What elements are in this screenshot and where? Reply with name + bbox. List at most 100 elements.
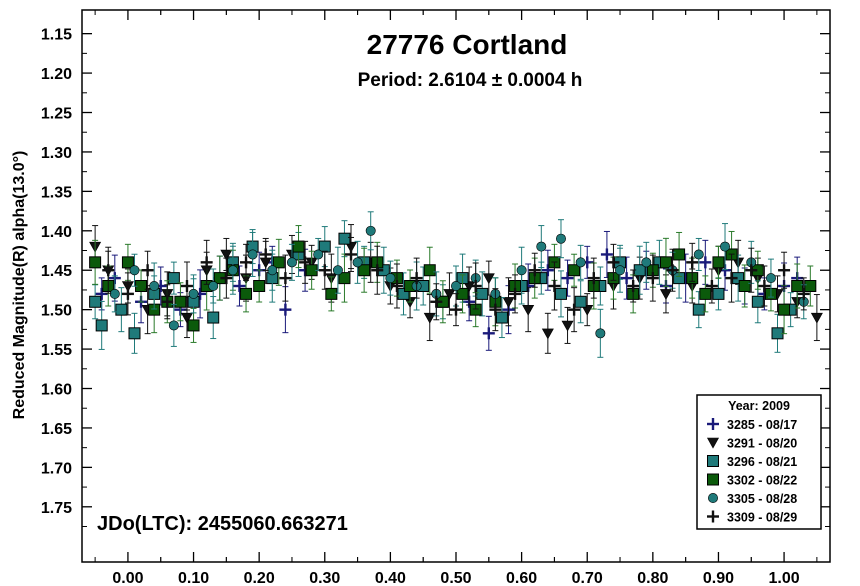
data-point — [495, 297, 508, 339]
legend-label: 3305 - 08/28 — [727, 492, 797, 506]
data-point — [765, 258, 776, 298]
data-point — [430, 283, 443, 321]
data-point — [129, 253, 140, 287]
data-point — [253, 269, 266, 303]
y-tick-label: 1.20 — [41, 66, 72, 83]
data-point — [575, 244, 586, 280]
y-tick-label: 1.65 — [41, 421, 72, 438]
data-point — [568, 287, 581, 333]
data-point — [168, 303, 179, 347]
data-point — [587, 257, 600, 299]
data-point — [528, 252, 541, 288]
data-point — [482, 315, 495, 351]
y-tick-label: 1.50 — [41, 303, 72, 320]
data-point — [745, 247, 758, 293]
data-point — [541, 249, 554, 291]
y-tick-label: 1.70 — [41, 460, 72, 477]
data-point — [692, 291, 705, 329]
y-tick-label: 1.15 — [41, 27, 72, 44]
data-point — [673, 231, 686, 277]
data-point — [489, 288, 502, 332]
data-point — [200, 239, 213, 285]
y-tick-label: 1.35 — [41, 184, 72, 201]
data-point — [115, 287, 128, 333]
data-point — [666, 248, 679, 292]
x-tick-label: 0.40 — [375, 570, 406, 586]
x-tick-label: 0.90 — [703, 570, 734, 586]
data-point — [174, 282, 187, 322]
data-point — [810, 294, 823, 342]
data-point — [568, 253, 581, 287]
data-point — [247, 231, 258, 277]
data-point — [615, 247, 626, 293]
data-point — [778, 285, 791, 335]
data-point — [476, 271, 489, 317]
data-point — [641, 241, 652, 283]
data-point — [607, 243, 620, 281]
legend-label: 3291 - 08/20 — [727, 437, 797, 451]
legend-label: 3302 - 08/22 — [727, 474, 797, 488]
data-point — [778, 251, 791, 289]
data-point — [600, 230, 613, 278]
y-tick-label: 1.55 — [41, 342, 72, 359]
data-point — [167, 261, 180, 295]
data-point — [509, 274, 522, 314]
data-point — [154, 266, 167, 306]
data-point — [595, 308, 606, 358]
data-point — [89, 239, 102, 285]
data-point — [659, 237, 672, 287]
data-point — [371, 245, 384, 295]
legend-title: Year: 2009 — [728, 399, 790, 413]
data-point — [352, 240, 363, 284]
data-point — [536, 225, 547, 269]
legend-item: 3296 - 08/21 — [707, 455, 797, 469]
data-point — [627, 269, 640, 303]
legend: Year: 2009 3285 - 08/17 3291 - 08/20 3296 … — [696, 394, 822, 530]
data-point — [267, 249, 278, 291]
data-point — [208, 268, 219, 304]
data-point — [279, 254, 292, 302]
data-point — [240, 243, 253, 281]
data-point — [469, 262, 482, 310]
data-point — [561, 306, 574, 344]
y-tick-label: 1.40 — [41, 224, 72, 241]
data-point — [561, 259, 574, 297]
data-point — [305, 250, 318, 290]
y-axis-label: Reduced Magnitude(R) alpha(13.0°) — [11, 151, 28, 420]
data-point — [443, 272, 456, 316]
legend-item: 3305 - 08/28 — [708, 492, 797, 506]
axis-ticks — [82, 10, 830, 562]
plot-frame — [81, 9, 831, 563]
data-point — [693, 237, 704, 271]
legend-label: 3309 - 08/29 — [727, 511, 797, 525]
data-point — [299, 240, 312, 284]
legend-item: 3302 - 08/22 — [707, 473, 797, 488]
data-point — [686, 242, 699, 282]
y-tick-label: 1.30 — [41, 145, 72, 162]
data-point — [161, 284, 174, 320]
data-point — [705, 268, 718, 304]
data-point — [188, 274, 199, 314]
data-point — [180, 261, 193, 311]
x-tick-labels: 0.00 0.10 0.20 0.30 0.40 0.50 0.60 0.70 0.80 0.90… — [112, 570, 799, 586]
data-point — [738, 264, 751, 308]
data-point — [220, 257, 233, 299]
data-point — [121, 272, 134, 316]
data-point — [272, 238, 285, 286]
data-point — [410, 257, 423, 299]
data-point — [102, 246, 115, 294]
data-point — [620, 256, 633, 300]
data-point — [385, 260, 396, 296]
legend-item: 3291 - 08/20 — [706, 437, 797, 451]
data-point — [325, 276, 338, 312]
x-tick-label: 0.60 — [506, 570, 537, 586]
x-tick-label: 0.30 — [309, 570, 340, 586]
data-point — [423, 294, 436, 342]
data-point — [725, 253, 738, 303]
data-point — [149, 262, 160, 310]
data-point — [95, 300, 108, 350]
data-point — [207, 296, 220, 340]
data-point — [548, 261, 561, 311]
epoch-annotation: JDo(LTC): 2455060.663271 — [97, 513, 348, 535]
